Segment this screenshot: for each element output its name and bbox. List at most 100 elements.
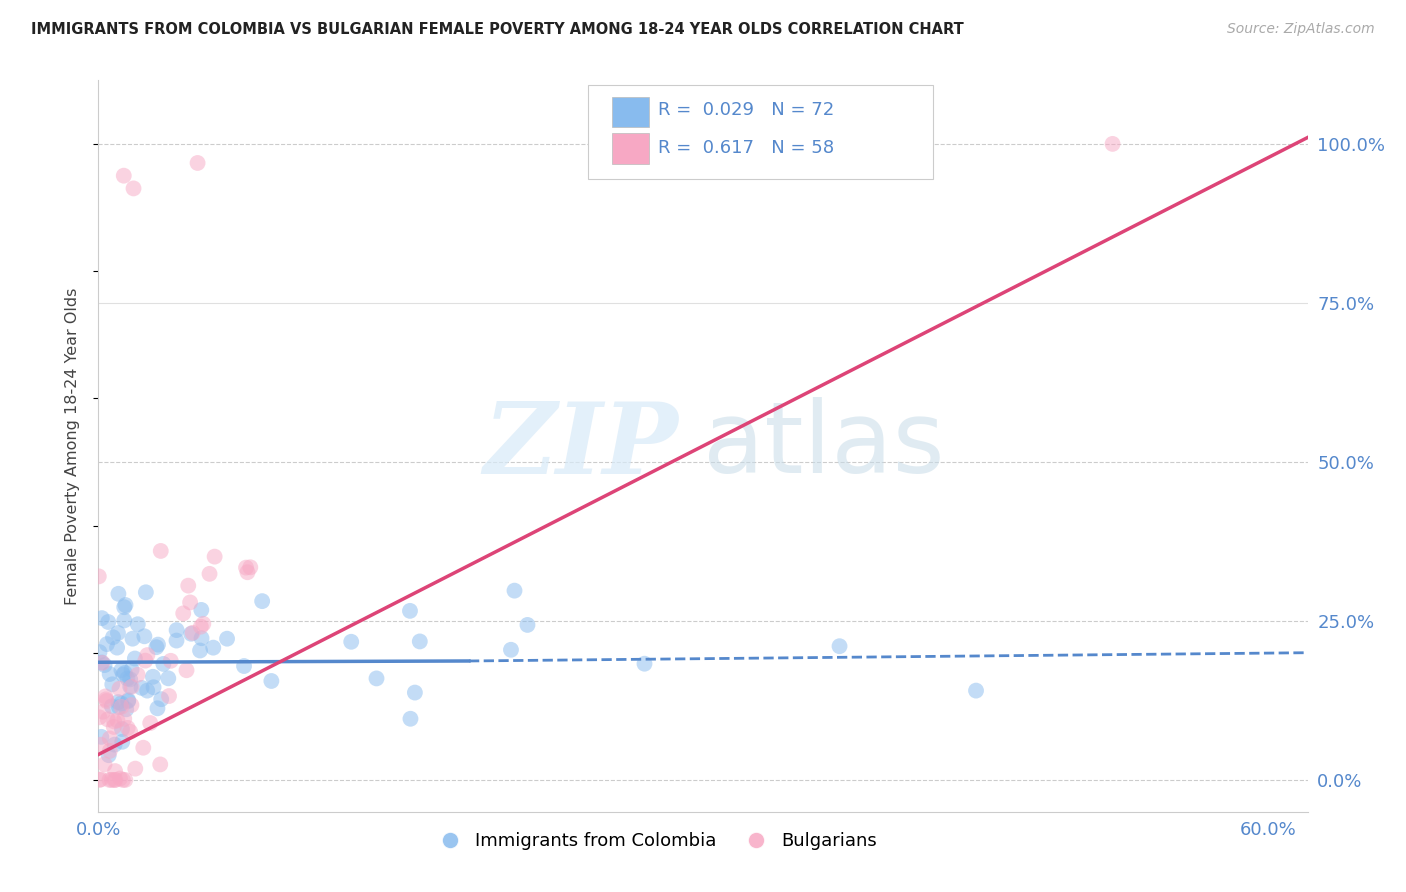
Point bbox=[107, 587, 129, 601]
Point bbox=[399, 604, 422, 618]
Point bbox=[146, 638, 169, 652]
Point bbox=[142, 680, 165, 694]
Point bbox=[1101, 136, 1123, 151]
Point bbox=[89, 645, 111, 659]
Point bbox=[120, 698, 142, 712]
Bar bbox=[613, 133, 648, 164]
Point bbox=[117, 721, 139, 735]
Point bbox=[139, 716, 162, 731]
Point bbox=[94, 692, 117, 706]
Point bbox=[89, 772, 111, 787]
Point bbox=[149, 544, 172, 558]
Point bbox=[97, 748, 120, 763]
Point bbox=[146, 701, 169, 715]
Point bbox=[104, 772, 127, 787]
Point bbox=[239, 560, 262, 574]
Point bbox=[104, 764, 127, 778]
Point bbox=[97, 615, 120, 629]
Point bbox=[101, 677, 124, 691]
FancyBboxPatch shape bbox=[588, 86, 932, 179]
Point bbox=[110, 699, 132, 714]
Point bbox=[157, 671, 180, 685]
Point bbox=[112, 614, 135, 628]
Point bbox=[121, 680, 143, 694]
Point bbox=[105, 640, 128, 655]
Point bbox=[112, 600, 135, 615]
Point bbox=[122, 181, 145, 195]
Point bbox=[828, 639, 851, 653]
Point bbox=[188, 643, 211, 657]
Point bbox=[97, 712, 120, 726]
Point bbox=[366, 672, 388, 686]
Point bbox=[112, 667, 135, 681]
Point bbox=[108, 772, 131, 786]
Point bbox=[187, 156, 209, 170]
Point bbox=[96, 637, 118, 651]
Point bbox=[124, 651, 146, 665]
Point bbox=[114, 665, 136, 680]
Point bbox=[87, 569, 110, 583]
Point bbox=[117, 693, 139, 707]
Text: IMMIGRANTS FROM COLOMBIA VS BULGARIAN FEMALE POVERTY AMONG 18-24 YEAR OLDS CORRE: IMMIGRANTS FROM COLOMBIA VS BULGARIAN FE… bbox=[31, 22, 963, 37]
Legend: Immigrants from Colombia, Bulgarians: Immigrants from Colombia, Bulgarians bbox=[425, 825, 884, 857]
Point bbox=[98, 667, 121, 681]
Point bbox=[176, 663, 198, 677]
Point bbox=[96, 694, 118, 708]
Point bbox=[89, 710, 111, 724]
Point bbox=[93, 757, 115, 772]
Point bbox=[409, 634, 432, 648]
Point bbox=[117, 694, 139, 708]
Text: atlas: atlas bbox=[703, 398, 945, 494]
Y-axis label: Female Poverty Among 18-24 Year Olds: Female Poverty Among 18-24 Year Olds bbox=[65, 287, 80, 605]
Point bbox=[103, 720, 125, 734]
Point bbox=[120, 680, 142, 694]
Point bbox=[132, 740, 155, 755]
Point bbox=[236, 566, 259, 580]
Point bbox=[93, 658, 115, 673]
Point bbox=[114, 598, 136, 612]
Point bbox=[90, 611, 112, 625]
Point bbox=[260, 673, 283, 688]
Point bbox=[98, 744, 121, 758]
Point bbox=[117, 672, 139, 686]
Point bbox=[204, 549, 226, 564]
Point bbox=[633, 657, 655, 671]
Point bbox=[101, 630, 124, 644]
Point bbox=[150, 692, 173, 706]
Point bbox=[112, 169, 135, 183]
Point bbox=[115, 702, 138, 716]
Point bbox=[108, 700, 131, 714]
Point bbox=[340, 634, 363, 648]
Point bbox=[104, 772, 127, 787]
Point bbox=[114, 772, 136, 787]
Point bbox=[190, 620, 212, 634]
Point bbox=[127, 617, 149, 632]
Text: R =  0.029   N = 72: R = 0.029 N = 72 bbox=[658, 101, 835, 120]
Point bbox=[124, 762, 146, 776]
Point bbox=[98, 731, 121, 746]
Point bbox=[103, 714, 125, 729]
Point bbox=[179, 595, 201, 609]
Point bbox=[121, 632, 143, 646]
Point bbox=[90, 772, 112, 787]
Point bbox=[190, 603, 212, 617]
Point bbox=[107, 695, 129, 709]
Point bbox=[111, 735, 134, 749]
Text: R =  0.617   N = 58: R = 0.617 N = 58 bbox=[658, 139, 834, 157]
Point bbox=[90, 730, 112, 744]
Point bbox=[172, 607, 194, 621]
Point bbox=[190, 631, 212, 645]
Point bbox=[108, 681, 131, 696]
Point bbox=[250, 594, 273, 608]
Point bbox=[120, 724, 142, 739]
Point bbox=[142, 670, 165, 684]
Point bbox=[198, 566, 221, 581]
Point bbox=[101, 772, 124, 787]
Point bbox=[235, 560, 257, 574]
Point bbox=[181, 625, 204, 640]
Bar bbox=[613, 96, 648, 128]
Point bbox=[107, 626, 129, 640]
Point bbox=[112, 712, 135, 726]
Point bbox=[110, 697, 132, 711]
Point bbox=[157, 689, 180, 703]
